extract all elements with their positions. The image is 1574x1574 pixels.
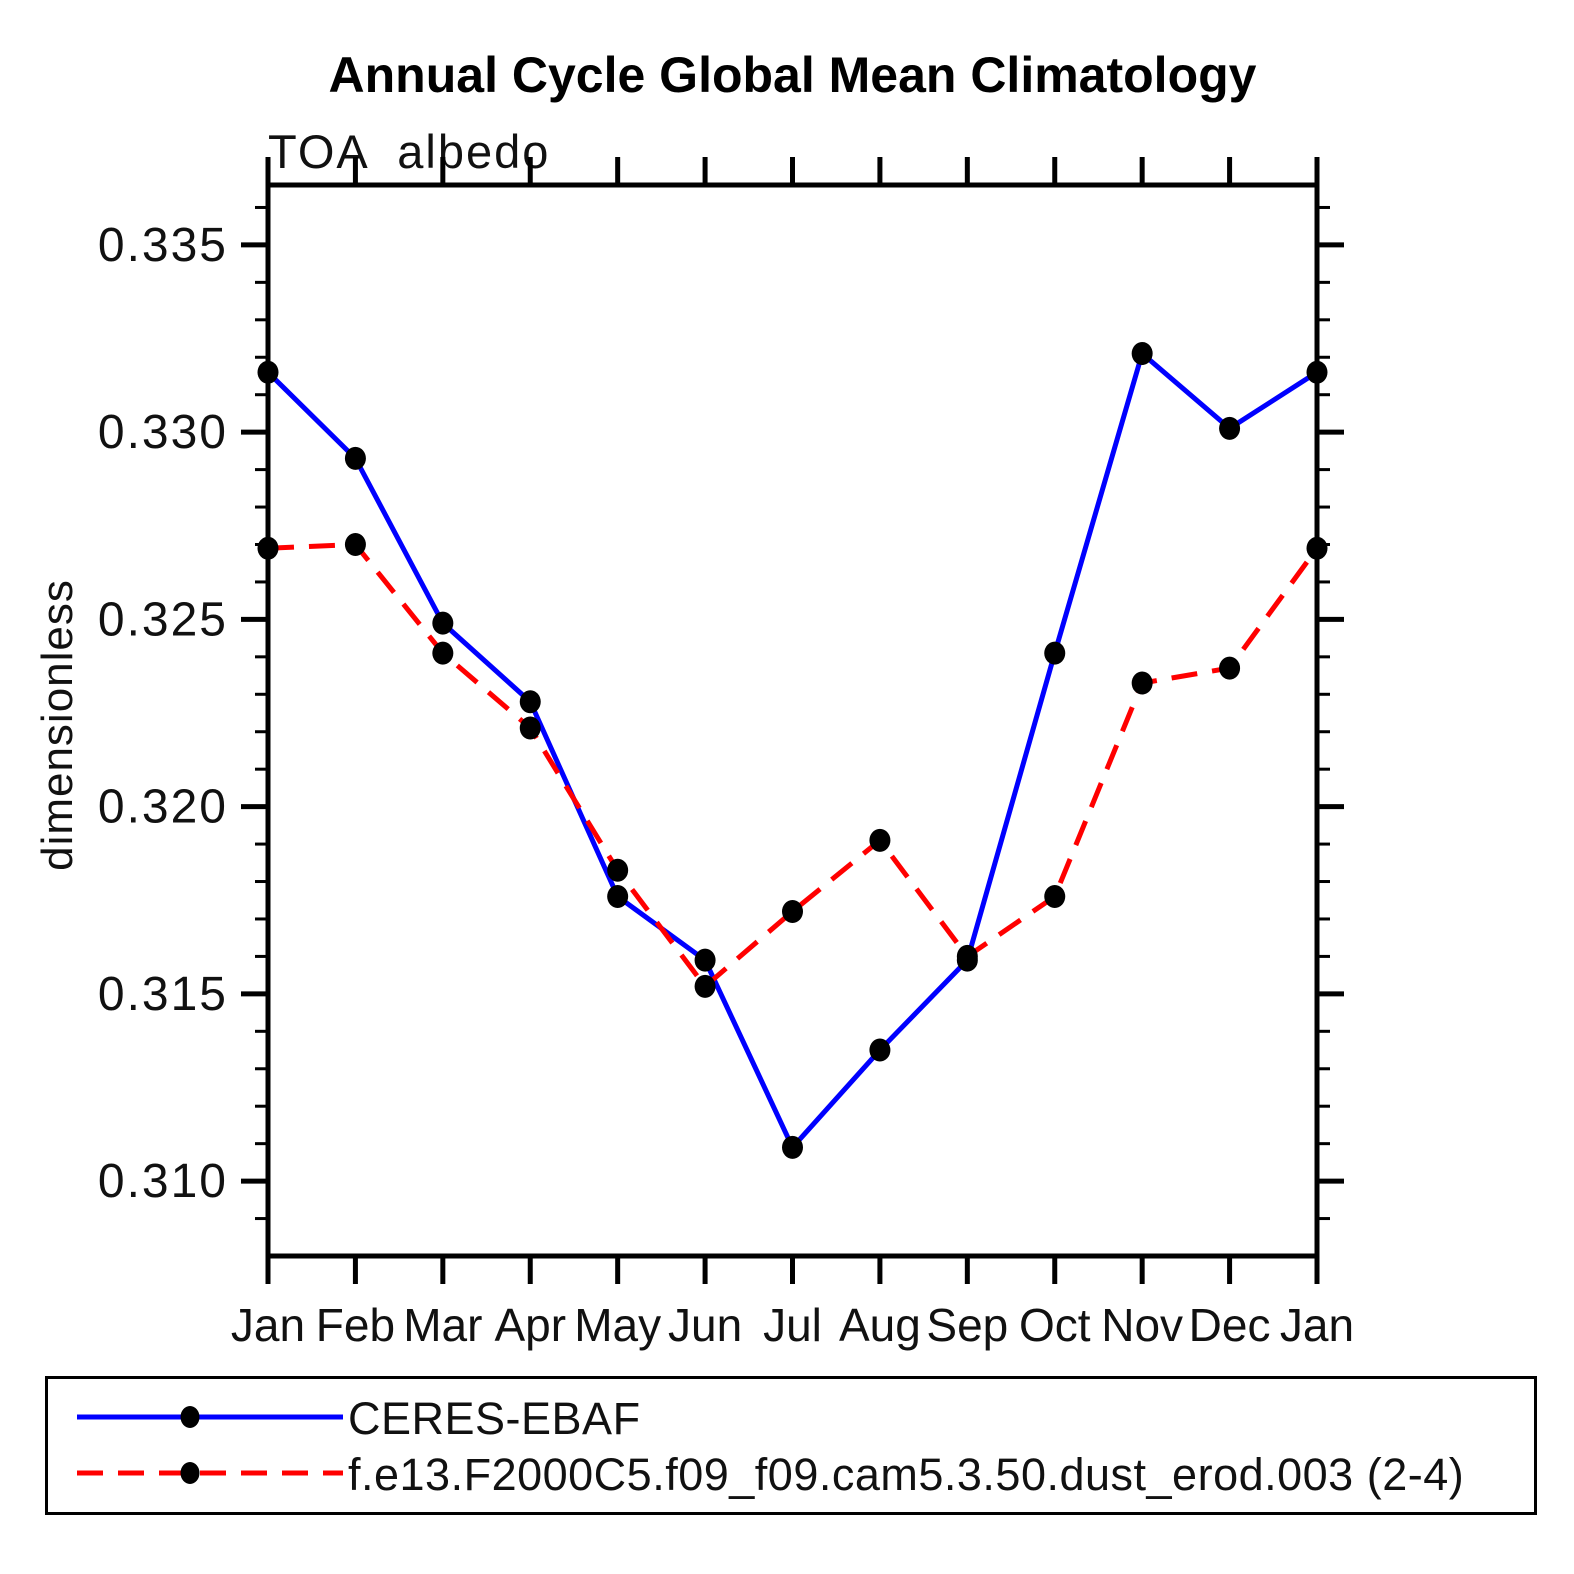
data-point [1219,416,1241,440]
data-point [869,1038,891,1062]
data-point [1306,536,1328,560]
x-tick-label: Sep [926,1299,1008,1351]
x-tick-label: Mar [403,1299,482,1351]
legend-box: CERES-EBAF f.e13.F2000C5.f09_f09.cam5.3.… [45,1376,1537,1515]
x-tick-label: Aug [839,1299,921,1351]
data-point [694,974,716,998]
legend-marker-dot-icon [180,1462,200,1484]
y-tick-label: 0.315 [98,968,228,1021]
data-point [1131,671,1153,695]
data-point [344,532,366,556]
x-tick-label: Nov [1101,1299,1183,1351]
data-point [694,948,716,972]
data-point [432,641,454,665]
data-point [432,611,454,635]
legend-sample-dashed-line [77,1462,343,1484]
legend-label-model: f.e13.F2000C5.f09_f09.cam5.3.50.dust_ero… [348,1449,1465,1500]
y-tick-label: 0.330 [98,406,228,459]
x-tick-label: Jan [231,1299,305,1351]
data-point [519,716,541,740]
x-tick-label: Jul [763,1299,822,1351]
legend-sample-solid-line [77,1406,343,1428]
y-tick-label: 0.320 [98,781,228,834]
y-tick-label: 0.335 [98,219,228,272]
x-tick-label: Jun [668,1299,742,1351]
data-point [1219,656,1241,680]
y-tick-label: 0.310 [98,1155,228,1208]
data-point [782,1135,803,1159]
data-point [956,944,978,968]
x-tick-label: Feb [316,1299,395,1351]
chart-subtitle: TOA albedo [268,125,551,178]
x-tick-label: Dec [1189,1299,1271,1351]
series-line-0 [266,351,1319,1150]
chart-title: Annual Cycle Global Mean Climatology [328,47,1257,103]
data-point [344,446,366,470]
data-point [1044,641,1066,665]
data-point [607,885,629,909]
y-tick-label: 0.325 [98,593,228,646]
legend-entry-ceres-ebaf: CERES-EBAF [48,1391,1534,1444]
data-point [1131,342,1153,366]
data-point [1306,360,1328,384]
legend-marker-dot-icon [180,1406,200,1428]
plot-frame [265,182,1320,1259]
data-point [257,360,279,384]
data-point [607,858,629,882]
x-tick-label: Oct [1019,1299,1091,1351]
x-tick-label: Apr [494,1299,566,1351]
data-point [519,690,541,714]
data-point [869,828,891,852]
data-point [257,536,279,560]
legend-label-ceres-ebaf: CERES-EBAF [348,1393,641,1444]
x-tick-label: Jan [1280,1299,1354,1351]
data-point [1044,885,1066,909]
x-tick-label: May [574,1299,661,1351]
legend-entry-model: f.e13.F2000C5.f09_f09.cam5.3.50.dust_ero… [48,1447,1534,1500]
data-point [782,899,803,923]
